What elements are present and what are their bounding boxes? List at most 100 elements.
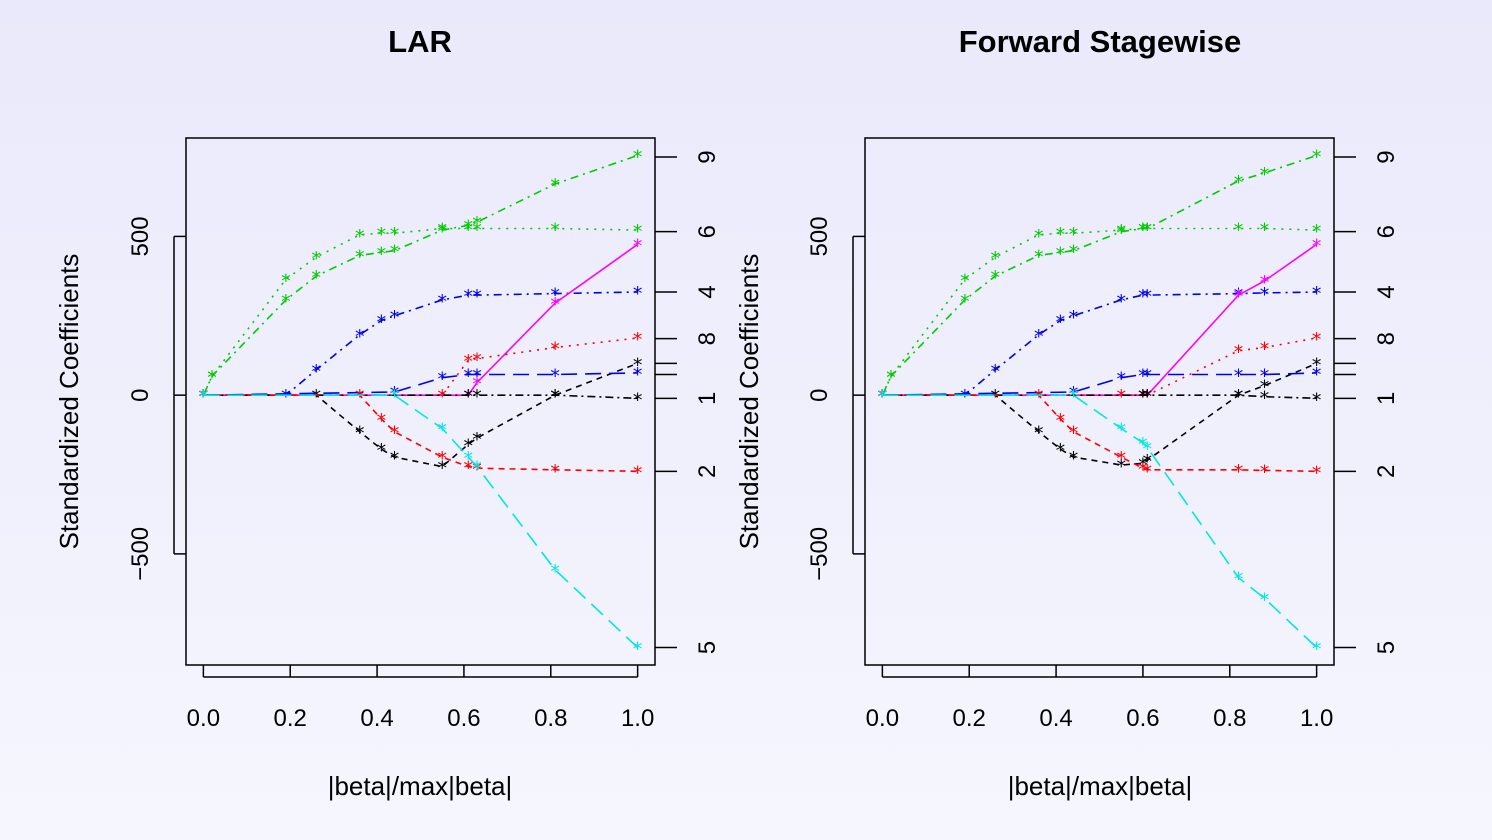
- data-point: *: [550, 175, 560, 197]
- right-axis-label: 4: [1373, 285, 1400, 298]
- data-point: *: [1312, 146, 1322, 168]
- data-point: *: [207, 367, 217, 389]
- y-tick-label: −500: [806, 527, 833, 581]
- data-point: *: [199, 386, 209, 408]
- data-point: *: [1234, 172, 1244, 194]
- y-axis-label: Standardized Coefficients: [54, 254, 84, 550]
- data-point: *: [472, 366, 482, 388]
- data-point: *: [1069, 307, 1079, 329]
- data-point: *: [437, 219, 447, 241]
- data-point: *: [878, 386, 888, 408]
- data-point: *: [312, 361, 322, 383]
- data-point: *: [1143, 286, 1153, 308]
- data-point: *: [464, 366, 474, 388]
- data-point: *: [1116, 386, 1126, 408]
- data-point: *: [199, 386, 209, 408]
- series-line-2: [881, 227, 1317, 396]
- data-point: *: [1234, 461, 1244, 483]
- data-point: *: [1312, 639, 1322, 661]
- data-point: *: [1312, 462, 1322, 484]
- data-point: *: [1069, 423, 1079, 445]
- data-point: *: [1138, 219, 1148, 241]
- data-point: *: [1034, 226, 1044, 248]
- data-point: *: [1138, 434, 1148, 456]
- x-tick-label: 0.2: [274, 705, 307, 732]
- x-tick-label: 0.6: [1126, 705, 1159, 732]
- data-point: *: [1260, 388, 1270, 410]
- data-point: *: [390, 307, 400, 329]
- x-tick-label: 1.0: [621, 705, 654, 732]
- data-point: *: [991, 386, 1001, 408]
- x-axis-label: |beta|/max|beta|: [328, 771, 513, 801]
- data-point: *: [550, 461, 560, 483]
- data-point: *: [960, 291, 970, 313]
- series-line-1: [202, 154, 638, 396]
- data-point: *: [199, 386, 209, 408]
- data-point: *: [1260, 272, 1270, 294]
- data-point: *: [1034, 386, 1044, 408]
- data-point: *: [960, 386, 970, 408]
- data-point: *: [199, 386, 209, 408]
- data-point: *: [355, 423, 365, 445]
- data-point: *: [550, 294, 560, 316]
- data-point: *: [550, 386, 560, 408]
- series-line-10: [882, 394, 1318, 649]
- data-point: *: [878, 386, 888, 408]
- data-point: *: [1138, 286, 1148, 308]
- data-point: *: [472, 213, 482, 235]
- data-point: *: [550, 219, 560, 241]
- data-point: *: [1143, 366, 1153, 388]
- plot-frame: [185, 137, 656, 666]
- data-point: *: [390, 423, 400, 445]
- data-point: *: [1312, 329, 1322, 351]
- right-axis-label: 6: [1373, 225, 1400, 238]
- y-tick-label: 500: [806, 216, 833, 256]
- data-point: *: [1260, 339, 1270, 361]
- data-point: *: [1138, 386, 1148, 408]
- x-tick-label: 0.4: [360, 705, 393, 732]
- series-line-3: [882, 291, 1317, 397]
- data-point: *: [1056, 410, 1066, 432]
- data-point: *: [199, 386, 209, 408]
- x-tick-label: 1.0: [1300, 705, 1333, 732]
- data-point: *: [437, 458, 447, 480]
- data-point: *: [878, 386, 888, 408]
- data-point: *: [1138, 454, 1148, 476]
- right-axis-label: 9: [1373, 150, 1400, 163]
- data-point: *: [1143, 451, 1153, 473]
- data-point: *: [355, 246, 365, 268]
- data-point: *: [1138, 459, 1148, 481]
- data-point: *: [878, 386, 888, 408]
- data-point: *: [1312, 283, 1322, 305]
- data-point: *: [472, 459, 482, 481]
- series-line-5: [882, 337, 1317, 397]
- data-point: *: [1260, 461, 1270, 483]
- data-point: *: [1143, 219, 1153, 241]
- series-line-3: [203, 291, 638, 397]
- data-point: *: [1312, 364, 1322, 386]
- data-point: *: [1056, 312, 1066, 334]
- data-point: *: [1260, 284, 1270, 306]
- series-line-9: [203, 394, 638, 473]
- data-point: *: [390, 386, 400, 408]
- data-point: *: [1260, 164, 1270, 186]
- data-point: *: [633, 462, 643, 484]
- y-tick-label: 0: [127, 388, 154, 401]
- right-axis-label: 5: [1373, 641, 1400, 654]
- data-point: *: [1116, 291, 1126, 313]
- data-point: *: [1069, 242, 1079, 264]
- data-point: *: [472, 386, 482, 408]
- series-line-4: [203, 243, 639, 397]
- data-point: *: [472, 286, 482, 308]
- data-point: *: [886, 367, 896, 389]
- data-point: *: [390, 448, 400, 470]
- data-point: *: [1234, 219, 1244, 241]
- data-point: *: [464, 216, 474, 238]
- data-point: *: [355, 326, 365, 348]
- data-point: *: [633, 146, 643, 168]
- series-line-8: [203, 394, 638, 400]
- data-point: *: [886, 367, 896, 389]
- x-tick-label: 0.0: [187, 705, 220, 732]
- data-point: *: [1069, 383, 1079, 405]
- data-point: *: [550, 366, 560, 388]
